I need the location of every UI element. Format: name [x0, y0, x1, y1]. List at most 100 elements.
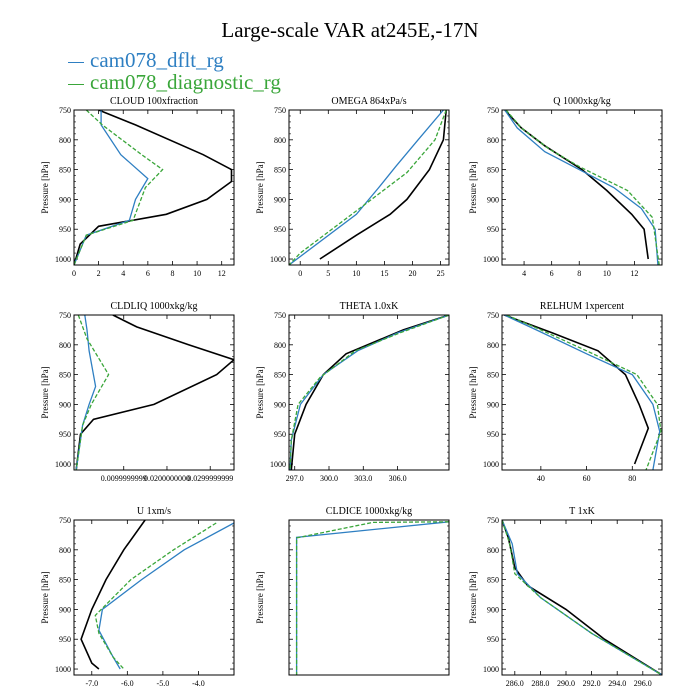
- y-tick-label: 900: [59, 195, 71, 204]
- y-axis-label: Pressure [hPa]: [255, 161, 265, 213]
- y-axis-label: Pressure [hPa]: [468, 366, 478, 418]
- y-tick-label: 800: [487, 546, 499, 555]
- x-tick-label: 15: [380, 269, 388, 278]
- y-tick-label: 750: [274, 311, 286, 320]
- series-line-obs: [504, 110, 649, 260]
- y-tick-label: 800: [274, 341, 286, 350]
- series-line-diag: [75, 315, 110, 470]
- y-tick-label: 900: [487, 400, 499, 409]
- series-line-diag: [94, 522, 217, 670]
- x-tick-label: 2: [97, 269, 101, 278]
- legend-swatch: [68, 61, 84, 63]
- series-line-diag: [506, 315, 662, 470]
- x-tick-label: 12: [218, 269, 226, 278]
- legend-item: cam078_dflt_rg: [68, 49, 281, 71]
- y-tick-label: 800: [59, 546, 71, 555]
- y-tick-label: 750: [487, 311, 499, 320]
- y-tick-label: 800: [59, 341, 71, 350]
- y-tick-label: 800: [59, 136, 71, 145]
- y-axis-label: Pressure [hPa]: [468, 571, 478, 623]
- plot-frame: [288, 109, 450, 266]
- panel-6: RELHUM 1xpercent Pressure [hPa] 750 800 850 9…: [468, 301, 663, 483]
- panel-title: T 1xK: [569, 506, 595, 517]
- legend-item: cam078_diagnostic_rg: [68, 71, 281, 93]
- series-line-diag: [505, 110, 660, 265]
- series-line-dflt: [289, 315, 449, 470]
- legend: cam078_dflt_rg cam078_diagnostic_rg: [68, 49, 281, 93]
- y-tick-label: 1000: [270, 460, 286, 469]
- series-line-obs: [502, 520, 662, 675]
- panel-title: OMEGA 864xPa/s: [331, 96, 406, 107]
- x-tick-label: 8: [170, 269, 174, 278]
- x-tick-label: 4: [522, 269, 526, 278]
- x-tick-label: 60: [583, 474, 591, 483]
- series-line-diag: [502, 520, 662, 675]
- panel-title: CLOUD 100xfraction: [110, 96, 198, 107]
- y-tick-label: 850: [274, 371, 286, 380]
- y-tick-label: 900: [274, 195, 286, 204]
- series-line-obs: [319, 110, 447, 260]
- y-tick-label: 850: [487, 166, 499, 175]
- x-tick-label: 286.0: [506, 679, 524, 688]
- x-tick-label: -6.0: [121, 679, 134, 688]
- x-tick-label: 0.0299999999: [187, 474, 233, 483]
- y-tick-label: 900: [487, 195, 499, 204]
- series-line-dflt: [502, 520, 662, 675]
- y-tick-label: 950: [59, 225, 71, 234]
- x-tick-label: 40: [537, 474, 545, 483]
- series-line-obs: [504, 315, 650, 465]
- series-line-dflt: [289, 110, 444, 265]
- series-line-diag: [289, 110, 447, 265]
- y-tick-label: 750: [59, 311, 71, 320]
- x-tick-label: 10: [603, 269, 611, 278]
- plot-frame: [501, 519, 663, 676]
- plot-frame: [73, 109, 235, 266]
- y-tick-label: 850: [59, 371, 71, 380]
- y-tick-label: 1000: [483, 460, 499, 469]
- x-tick-label: 300.0: [320, 474, 338, 483]
- x-tick-label: 80: [628, 474, 636, 483]
- panel-5: THETA 1.0xK Pressure [hPa] 750 800 850 900 950…: [255, 301, 450, 483]
- x-tick-label: 20: [409, 269, 417, 278]
- series-line-diag: [74, 110, 164, 265]
- x-tick-label: 306.0: [389, 474, 407, 483]
- x-tick-label: 294.0: [608, 679, 626, 688]
- panel-title: CLDLIQ 1000xkg/kg: [111, 301, 198, 312]
- x-tick-label: 292.0: [583, 679, 601, 688]
- y-tick-label: 900: [59, 605, 71, 614]
- x-tick-label: 6: [146, 269, 150, 278]
- panel-7: U 1xm/s Pressure [hPa] 750 800 850 900 950 1000…: [40, 506, 235, 688]
- y-tick-label: 750: [487, 106, 499, 115]
- y-tick-label: 950: [59, 430, 71, 439]
- x-tick-label: 25: [437, 269, 445, 278]
- series-line-obs: [75, 315, 234, 470]
- y-axis-label: Pressure [hPa]: [255, 366, 265, 418]
- y-tick-label: 950: [487, 635, 499, 644]
- x-tick-label: 296.0: [634, 679, 652, 688]
- series-line-obs: [74, 110, 233, 265]
- legend-label: cam078_dflt_rg: [90, 48, 224, 72]
- panel-4: CLDLIQ 1000xkg/kg Pressure [hPa] 750 800 850…: [40, 301, 235, 483]
- figure-title: Large-scale VAR at245E,-17N: [221, 18, 479, 42]
- panel-9: T 1xK Pressure [hPa] 750 800 850 900 950 1000 28…: [468, 506, 663, 688]
- y-axis-label: Pressure [hPa]: [255, 571, 265, 623]
- series-line-dflt: [98, 522, 234, 670]
- y-tick-label: 800: [487, 341, 499, 350]
- x-tick-label: 0.0099999999: [101, 474, 147, 483]
- y-tick-label: 750: [274, 106, 286, 115]
- x-tick-label: 290.0: [557, 679, 575, 688]
- x-tick-label: 0: [72, 269, 76, 278]
- plot-frame: [501, 314, 663, 471]
- series-line-diag: [289, 315, 449, 470]
- y-tick-label: 750: [59, 516, 71, 525]
- x-tick-label: -5.0: [157, 679, 170, 688]
- y-tick-label: 750: [487, 516, 499, 525]
- panel-title: U 1xm/s: [137, 506, 171, 517]
- y-tick-label: 950: [487, 225, 499, 234]
- x-tick-label: 0: [298, 269, 302, 278]
- series-line-obs: [290, 315, 449, 470]
- y-tick-label: 750: [59, 106, 71, 115]
- panel-3: Q 1000xkg/kg Pressure [hPa] 750 800 850 900 95…: [468, 96, 663, 278]
- y-tick-label: 800: [487, 136, 499, 145]
- y-tick-label: 950: [274, 225, 286, 234]
